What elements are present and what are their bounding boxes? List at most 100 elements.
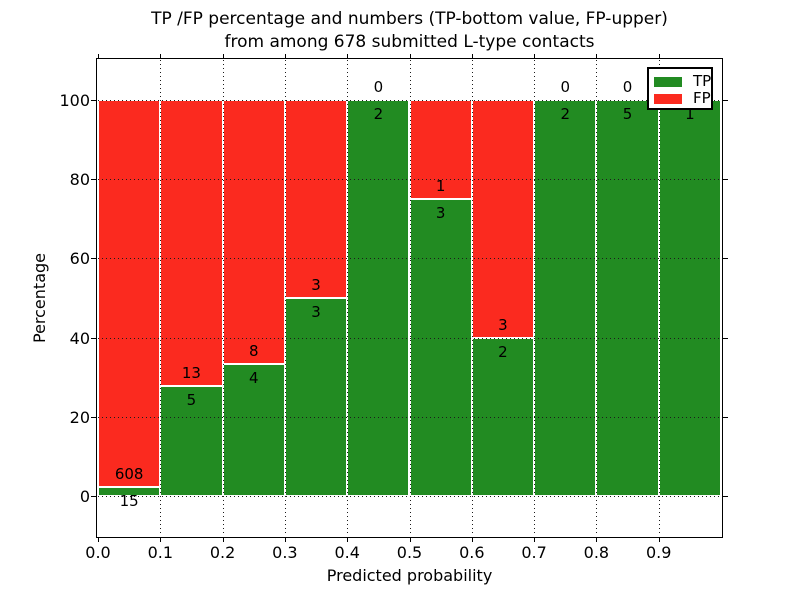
gridline-vertical: [409, 60, 411, 536]
bar-segment-tp: [596, 99, 659, 497]
x-tick-top: [658, 54, 660, 59]
x-tick-label: 0.9: [645, 543, 672, 562]
x-tick-top: [471, 54, 473, 59]
x-tick-top: [160, 54, 162, 59]
bar-value-tp: 2: [373, 104, 384, 123]
bar-segment-fp: [98, 99, 161, 487]
legend-swatch-tp: [654, 76, 682, 87]
x-tick: [596, 537, 598, 542]
x-tick-top: [98, 54, 99, 59]
bar-value-fp: 8: [248, 342, 259, 361]
chart-title: TP /FP percentage and numbers (TP-bottom…: [98, 8, 721, 54]
bar-value-fp: 3: [311, 276, 321, 294]
bar-value-fp: 0: [560, 77, 571, 96]
x-tick: [222, 537, 224, 542]
y-tick-label: 100: [59, 90, 90, 110]
x-tick-top: [534, 54, 536, 59]
y-tick-label: 80: [69, 170, 90, 189]
bar-value-tp: 1: [685, 104, 695, 123]
bar-segment-tp: [658, 99, 721, 497]
x-tick-top: [409, 54, 411, 59]
plot-area: 608151358433021332020501TPFP: [98, 60, 721, 536]
gridline-vertical: [160, 60, 162, 536]
bar-segment-tp: [534, 99, 597, 497]
bar-value-tp: 5: [186, 391, 197, 410]
legend-label-fp: FP: [693, 89, 711, 107]
gridline-vertical: [534, 60, 536, 536]
gridline-vertical: [222, 60, 224, 536]
bar-segment-fp: [284, 99, 348, 298]
x-tick: [409, 537, 411, 542]
x-tick: [534, 537, 536, 542]
gridline-vertical: [471, 60, 473, 536]
legend: TP FP: [647, 67, 713, 110]
bar-value-fp: 608: [114, 464, 144, 483]
x-tick-label: 0.3: [272, 543, 298, 562]
bar-segment-tp: [160, 386, 223, 497]
y-tick: [91, 179, 96, 180]
x-tick: [160, 537, 162, 542]
x-axis-label: Predicted probability: [326, 566, 493, 585]
x-tick-label: 0.5: [396, 543, 423, 562]
y-tick-right: [723, 496, 728, 498]
x-tick-label: 0.8: [583, 543, 610, 562]
x-tick-top: [347, 54, 349, 59]
bar-segment-fp: [160, 99, 223, 387]
y-tick-label: 40: [69, 328, 90, 348]
bar-value-tp: 15: [119, 491, 139, 510]
y-tick-label: 60: [69, 249, 90, 269]
y-tick-right: [723, 99, 728, 101]
bar-segment-tp: [409, 198, 472, 497]
x-tick: [347, 537, 349, 542]
bar-value-fp: 0: [373, 77, 384, 96]
gridline-vertical: [284, 60, 286, 536]
bar-segment-tp: [471, 337, 535, 497]
y-tick-label: 20: [69, 408, 90, 427]
x-tick: [284, 537, 286, 542]
legend-entry-fp: FP: [649, 90, 711, 107]
y-tick-right: [723, 417, 728, 418]
x-tick: [98, 537, 99, 542]
chart-title-line2: from among 678 submitted L-type contacts: [224, 32, 595, 52]
x-tick-label: 0.6: [459, 543, 485, 562]
bar-value-tp: 4: [248, 369, 259, 388]
y-tick: [91, 496, 96, 498]
y-tick: [91, 417, 96, 418]
x-tick-label: 0.2: [209, 543, 236, 562]
bar-value-fp: 1: [435, 176, 446, 195]
bar-value-fp: 3: [498, 315, 508, 334]
x-tick-top: [284, 54, 286, 59]
legend-label-tp: TP: [693, 72, 712, 90]
x-tick-top: [222, 54, 224, 59]
bar-segment-tp: [347, 99, 410, 497]
y-tick-right: [723, 337, 728, 339]
bar-segment-fp: [222, 99, 285, 365]
gridline-vertical: [596, 60, 598, 536]
bar-value-fp: 13: [181, 364, 201, 383]
gridline-vertical: [347, 60, 349, 536]
legend-entry-tp: TP: [649, 73, 711, 90]
x-tick-label: 0.0: [85, 543, 111, 562]
bar-value-tp: 3: [435, 203, 446, 222]
y-tick-right: [723, 179, 728, 180]
y-tick: [91, 99, 96, 101]
y-tick-right: [723, 258, 728, 260]
bar-value-tp: 2: [498, 342, 508, 361]
y-tick-label: 0: [79, 487, 90, 507]
bar-segment-tp: [98, 486, 161, 497]
y-tick: [91, 258, 96, 260]
bar-value-tp: 2: [560, 104, 571, 123]
bar-value-tp: 5: [622, 104, 633, 123]
x-tick: [471, 537, 473, 542]
y-tick: [91, 337, 96, 339]
legend-swatch-fp: [654, 93, 682, 104]
x-tick: [658, 537, 660, 542]
bar-value-fp: 0: [622, 77, 633, 96]
x-tick-top: [596, 54, 598, 59]
x-tick-label: 0.7: [521, 543, 547, 562]
x-tick-label: 0.4: [334, 543, 360, 562]
gridline-vertical: [658, 60, 660, 536]
chart-title-line1: TP /FP percentage and numbers (TP-bottom…: [151, 9, 668, 29]
bar-value-tp: 3: [311, 303, 321, 321]
